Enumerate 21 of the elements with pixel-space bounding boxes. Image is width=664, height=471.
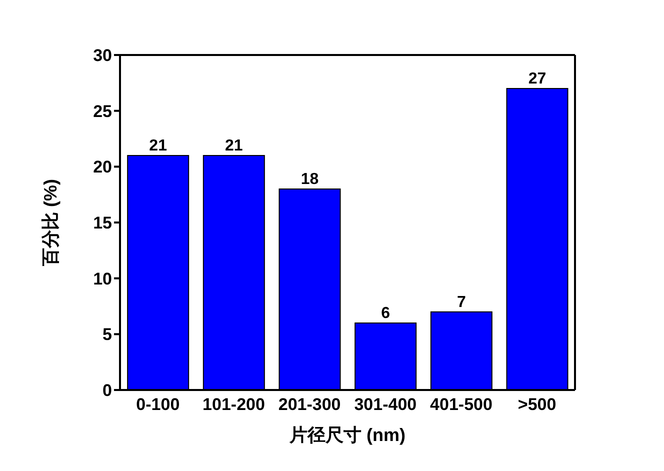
y-tick-label: 5 (102, 325, 112, 344)
data-label: 21 (225, 138, 243, 154)
data-label: 6 (381, 305, 390, 322)
y-tick-label: 25 (93, 102, 112, 121)
x-tick-label: >500 (518, 395, 556, 414)
y-axis-title: 百分比 (%) (40, 179, 60, 267)
x-tick-label: 0-100 (136, 395, 180, 414)
x-tick-label: 301-400 (354, 395, 417, 414)
data-label: 27 (528, 70, 546, 88)
x-axis-title: 片径尺寸 (nm) (288, 425, 406, 445)
y-tick-label: 15 (93, 214, 112, 233)
data-label: 7 (456, 294, 466, 311)
data-label: 18 (300, 171, 319, 188)
x-tick-label: 101-200 (202, 395, 265, 414)
x-tick-label: 201-300 (278, 395, 341, 414)
data-label: 21 (149, 138, 168, 154)
y-tick-label: 0 (102, 381, 112, 400)
y-tick-label: 10 (93, 269, 112, 288)
y-tick-label: 20 (93, 158, 112, 177)
x-tick-label: 401-500 (430, 395, 492, 414)
y-tick-label: 30 (93, 46, 112, 66)
